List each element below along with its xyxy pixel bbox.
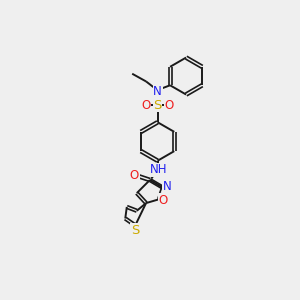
Text: NH: NH bbox=[150, 164, 167, 176]
Text: O: O bbox=[141, 99, 151, 112]
Text: N: N bbox=[153, 85, 162, 98]
Text: O: O bbox=[158, 194, 168, 206]
Text: S: S bbox=[131, 224, 140, 236]
Text: O: O bbox=[164, 99, 174, 112]
Text: N: N bbox=[163, 180, 171, 194]
Text: S: S bbox=[153, 99, 162, 112]
Text: O: O bbox=[130, 169, 139, 182]
